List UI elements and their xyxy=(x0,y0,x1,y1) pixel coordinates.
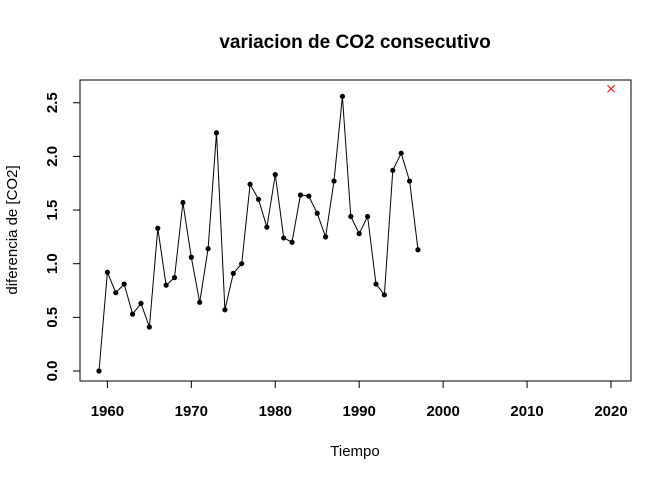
data-point xyxy=(314,210,320,216)
data-point xyxy=(331,178,337,184)
data-point xyxy=(356,231,362,237)
data-point xyxy=(281,235,287,241)
data-point xyxy=(406,178,413,184)
data-point xyxy=(398,150,404,156)
data-point xyxy=(339,93,346,99)
data-point xyxy=(364,213,371,220)
data-point xyxy=(297,192,304,198)
y-tick-label: 0.5 xyxy=(44,307,61,328)
data-point xyxy=(104,269,110,275)
annotation-x-marker xyxy=(607,84,615,93)
x-axis-label: Tiempo xyxy=(330,443,379,460)
data-point xyxy=(155,225,161,231)
data-point xyxy=(121,281,127,287)
data-point xyxy=(197,299,203,305)
data-point xyxy=(230,270,236,276)
data-point xyxy=(205,246,211,252)
x-tick-label: 1970 xyxy=(175,403,208,420)
y-tick-label: 2.5 xyxy=(44,92,61,113)
series-group xyxy=(96,93,421,374)
data-point xyxy=(272,172,278,178)
x-tick-label: 2000 xyxy=(426,403,459,420)
plot-frame xyxy=(79,79,632,382)
data-point xyxy=(348,213,354,220)
data-point xyxy=(255,196,262,202)
y-tick-label: 1.5 xyxy=(44,200,61,221)
y-tick-label: 0.0 xyxy=(44,361,61,382)
x-tick-label: 1990 xyxy=(343,403,376,420)
x-tick-label: 1980 xyxy=(259,403,292,420)
data-point xyxy=(381,292,387,298)
data-point xyxy=(146,324,152,330)
data-point xyxy=(264,224,270,230)
chart-title: variacion de CO2 consecutivo xyxy=(219,32,490,53)
data-point xyxy=(239,261,245,267)
data-point xyxy=(213,130,220,136)
y-tick-label: 1.0 xyxy=(44,253,61,274)
data-point xyxy=(138,300,144,306)
data-point xyxy=(306,193,312,199)
data-point xyxy=(390,167,396,173)
data-point xyxy=(247,181,253,187)
data-point xyxy=(289,239,295,245)
x-tick-label: 2020 xyxy=(594,403,627,420)
y-axis-label: diferencia de [CO2] xyxy=(4,165,21,294)
annotations-group xyxy=(607,84,615,93)
data-point xyxy=(171,275,178,281)
data-point xyxy=(188,254,194,260)
data-point xyxy=(415,247,421,253)
data-point xyxy=(129,311,136,317)
series-line xyxy=(98,96,419,372)
x-axis: 1960 1970 1980 1990 2000 2010 2020 xyxy=(91,380,628,420)
y-tick-label: 2.0 xyxy=(44,146,61,167)
data-point xyxy=(163,282,169,288)
data-point xyxy=(323,234,329,240)
y-axis: 0.0 0.5 1.0 1.5 2.0 2.5 xyxy=(44,92,81,382)
data-point xyxy=(113,290,119,296)
data-point xyxy=(180,199,186,206)
data-point xyxy=(373,281,379,287)
x-tick-label: 2010 xyxy=(510,403,543,420)
data-point xyxy=(96,368,102,374)
data-point xyxy=(222,307,228,313)
x-tick-label: 1960 xyxy=(91,403,124,420)
